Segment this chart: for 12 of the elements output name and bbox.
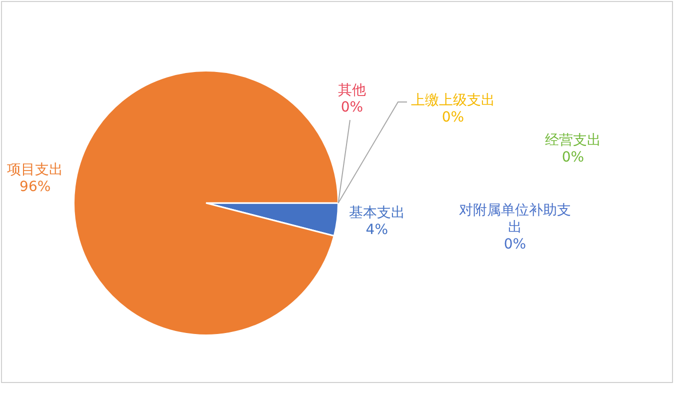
- category-label: 上缴上级支出: [411, 92, 495, 109]
- category-label: 对附属单位补助支出: [459, 202, 571, 236]
- slice-label: 基本支出: [348, 205, 405, 222]
- text: 0%: [340, 100, 364, 116]
- text: 0%: [562, 150, 584, 166]
- text: 0%: [504, 236, 526, 253]
- slice-label: 项目支出: [7, 162, 64, 178]
- data-label: 4%: [366, 222, 388, 238]
- category-label: 其他: [338, 82, 366, 99]
- text: 0%: [442, 110, 464, 126]
- category-label: 经营支出: [545, 132, 601, 149]
- data-label: 96%: [20, 179, 51, 196]
